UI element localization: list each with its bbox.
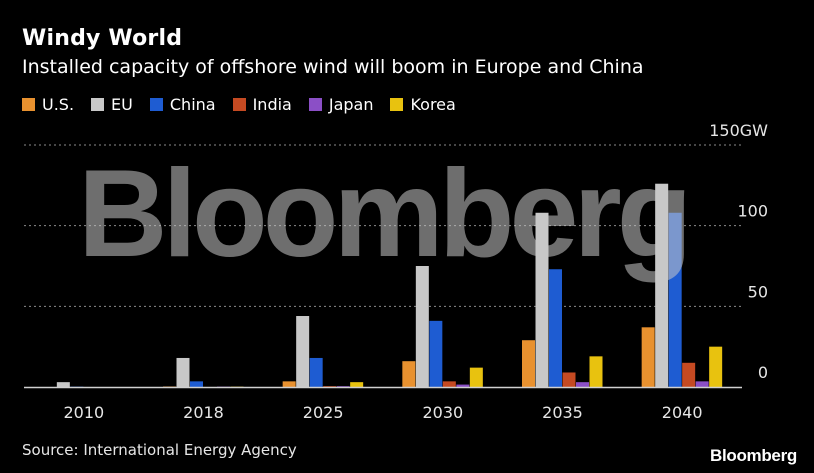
legend-swatch — [22, 98, 35, 111]
legend-item: China — [149, 95, 216, 114]
bar — [336, 386, 350, 387]
y-tick-label: 100 — [737, 202, 768, 221]
bar — [535, 212, 549, 387]
bar — [576, 382, 589, 387]
legend-swatch — [390, 98, 404, 111]
bar — [695, 381, 709, 387]
legend-label: U.S. — [42, 95, 75, 114]
bar — [668, 212, 682, 387]
bar — [350, 382, 364, 387]
x-tick-label: 2040 — [662, 403, 703, 422]
source-note: Source: International Energy Agency — [22, 441, 297, 459]
legend-item: India — [232, 95, 292, 114]
legend-label: China — [169, 95, 216, 114]
bar — [190, 381, 203, 387]
bar — [655, 183, 669, 387]
legend-label: Japan — [328, 95, 374, 114]
y-tick-label: 0 — [758, 363, 768, 382]
bar — [641, 327, 655, 387]
x-tick-label: 2018 — [183, 403, 224, 422]
bar — [562, 372, 576, 387]
bar — [56, 382, 70, 387]
bar — [456, 384, 470, 387]
legend-item: EU — [91, 95, 133, 114]
x-tick-label: 2025 — [303, 403, 344, 422]
bar — [282, 381, 296, 387]
legend-item: Korea — [390, 95, 456, 114]
chart-legend: U.S. EU China India Japan Korea — [22, 95, 473, 114]
y-tick-label: 150GW — [709, 121, 768, 140]
bar — [402, 361, 416, 387]
chart-title: Windy World — [22, 26, 183, 51]
bar — [176, 357, 190, 387]
legend-swatch — [232, 98, 246, 111]
bar — [589, 356, 603, 387]
bar — [709, 346, 723, 387]
x-tick-label: 2035 — [542, 403, 583, 422]
bar — [442, 381, 456, 387]
x-tick-label: 2030 — [422, 403, 463, 422]
legend-swatch — [308, 98, 322, 111]
bar — [469, 367, 483, 387]
bar — [549, 269, 562, 387]
bar — [323, 386, 337, 387]
x-tick-label: 2010 — [63, 403, 104, 422]
legend-item: Japan — [308, 95, 374, 114]
bar — [429, 320, 443, 387]
bar — [415, 266, 429, 387]
bar — [682, 362, 696, 387]
chart-subtitle: Installed capacity of offshore wind will… — [22, 56, 644, 78]
legend-swatch — [149, 98, 163, 111]
bar — [309, 357, 323, 387]
legend-label: India — [252, 95, 292, 114]
bar — [522, 340, 535, 387]
y-tick-label: 50 — [748, 282, 768, 301]
legend-swatch — [91, 98, 105, 111]
bar — [296, 316, 310, 387]
legend-label: EU — [111, 95, 133, 114]
legend-item: U.S. — [22, 95, 74, 114]
bloomberg-logo: Bloomberg — [709, 446, 797, 465]
bloomberg-watermark-logo: Bloomberg — [78, 145, 692, 283]
legend-label: Korea — [410, 95, 456, 114]
